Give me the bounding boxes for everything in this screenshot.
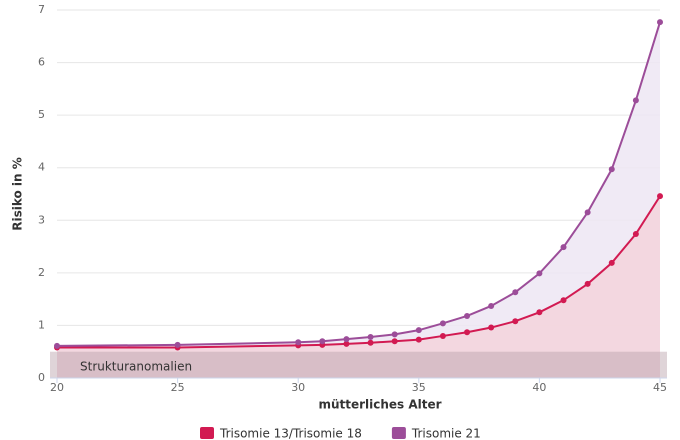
marker bbox=[174, 341, 181, 348]
x-tick-label: 20 bbox=[50, 381, 64, 394]
x-tick-label: 35 bbox=[412, 381, 426, 394]
marker bbox=[391, 331, 398, 338]
marker bbox=[560, 244, 567, 251]
x-tick-label: 30 bbox=[291, 381, 305, 394]
marker bbox=[488, 302, 495, 309]
y-axis-title: Risiko in % bbox=[11, 157, 25, 231]
y-tick-label: 3 bbox=[38, 213, 45, 226]
x-tick-label: 25 bbox=[171, 381, 185, 394]
marker bbox=[439, 320, 446, 327]
line bbox=[56, 21, 661, 347]
y-tick-label: 4 bbox=[38, 161, 45, 174]
band-label: Strukturanomalien bbox=[80, 359, 192, 373]
marker bbox=[632, 230, 639, 237]
marker bbox=[584, 209, 591, 216]
marker bbox=[464, 329, 471, 336]
plot-band bbox=[50, 351, 667, 378]
marker bbox=[367, 333, 374, 340]
x-tick-label: 45 bbox=[653, 381, 667, 394]
line bbox=[57, 195, 661, 349]
legend-label: Trisomie 21 bbox=[411, 427, 481, 440]
area bbox=[57, 196, 660, 378]
y-tick-label: 7 bbox=[38, 3, 45, 16]
marker bbox=[295, 339, 302, 346]
marker bbox=[391, 338, 398, 345]
marker bbox=[608, 259, 615, 266]
marker bbox=[343, 336, 350, 343]
marker bbox=[657, 193, 663, 200]
marker bbox=[488, 324, 495, 331]
marker bbox=[560, 297, 567, 304]
marker bbox=[536, 270, 543, 277]
marker bbox=[608, 166, 615, 173]
marker bbox=[512, 289, 519, 296]
marker bbox=[657, 19, 663, 26]
x-tick-label: 40 bbox=[532, 381, 546, 394]
marker bbox=[632, 97, 639, 104]
y-tick-label: 1 bbox=[38, 318, 45, 331]
marker bbox=[367, 339, 374, 346]
y-tick-label: 5 bbox=[38, 108, 45, 121]
marker bbox=[464, 312, 471, 319]
legend-swatch bbox=[391, 427, 406, 439]
marker bbox=[415, 327, 422, 334]
marker bbox=[343, 340, 350, 347]
legend-swatch bbox=[200, 427, 214, 439]
marker bbox=[415, 336, 422, 343]
marker bbox=[536, 309, 543, 316]
y-tick-label: 0 bbox=[38, 371, 45, 384]
marker bbox=[584, 280, 591, 287]
marker bbox=[512, 318, 519, 325]
y-tick-label: 2 bbox=[38, 266, 45, 279]
marker bbox=[54, 342, 60, 349]
y-tick-label: 6 bbox=[38, 56, 45, 69]
marker bbox=[319, 338, 326, 345]
marker bbox=[439, 332, 446, 339]
legend-label: Trisomie 13/Trisomie 18 bbox=[219, 427, 362, 440]
x-axis-title: mütterliches Alter bbox=[318, 398, 441, 412]
